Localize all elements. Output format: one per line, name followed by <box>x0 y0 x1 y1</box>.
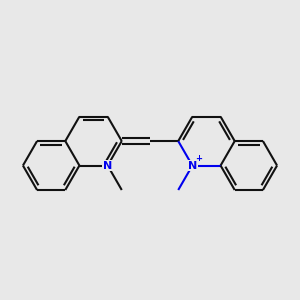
Text: N: N <box>188 160 197 170</box>
Text: +: + <box>195 154 203 164</box>
Text: N: N <box>103 160 112 170</box>
